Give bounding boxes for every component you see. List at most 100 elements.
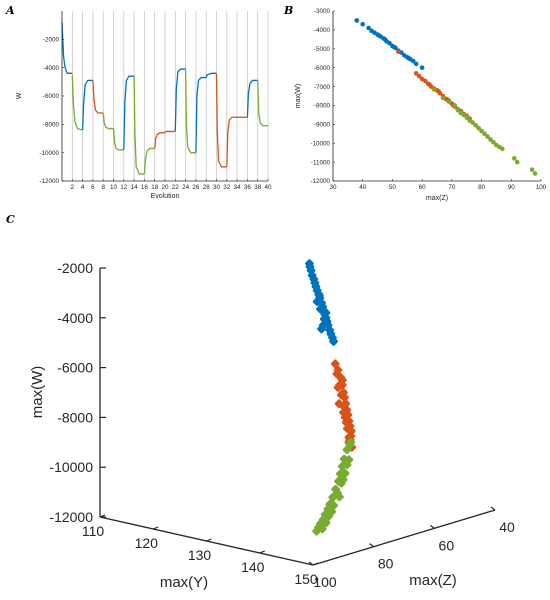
panel-b-y-tick-label: -11000	[311, 159, 331, 166]
panel-a-x-tick-label: 34	[234, 184, 242, 191]
panel-c-z-tick-mark	[308, 561, 314, 566]
panel-b-point-green	[529, 167, 535, 172]
panel-letter-a: A	[5, 4, 15, 17]
panel-b-point-blue	[406, 55, 412, 61]
panel-c-y-tick-label: 120	[135, 535, 159, 551]
panel-a-series-line-green	[257, 80, 268, 127]
panel-a-y-tick-label: -4000	[43, 65, 60, 72]
panel-a-series-line-orange	[164, 130, 176, 134]
panel-c-point-blue	[329, 337, 338, 346]
panel-c-w-tick-label: -6000	[57, 360, 93, 376]
panel-b-point-green	[461, 112, 467, 118]
panel-b-point-green	[491, 139, 496, 145]
panel-c-point-green	[321, 518, 331, 528]
panel-c-point-orange	[336, 390, 346, 400]
panel-c-z-ticks: 40 60 80 100	[308, 506, 515, 590]
panel-c-point-orange	[339, 408, 348, 417]
panel-c-point-orange	[332, 369, 342, 379]
panel-a-series-line-orange	[215, 73, 227, 168]
panel-b-point-green	[511, 156, 517, 161]
panel-a-series-line-blue	[61, 22, 73, 74]
panel-b-y-ticks: -3000 -4000 -5000 -6000 -7000 -8000 -9000 -1000…	[310, 8, 335, 185]
panel-b-point-orange	[416, 73, 422, 79]
panel-b-scatter-chart: 30 40 50 60 70 80 90 100 -3000 -4000 -5000 -6000 -7…	[295, 8, 547, 202]
panel-b-point-blue	[366, 25, 371, 31]
panel-b-point-green	[455, 107, 461, 113]
panel-b-points	[354, 18, 538, 176]
panel-b-point-green	[479, 128, 484, 134]
panel-b-x-tick-label: 100	[536, 184, 547, 191]
panel-a-x-tick-label: 14	[131, 184, 139, 191]
panel-c-y-tick-mark	[312, 562, 319, 566]
panel-a-series-line-green	[112, 128, 124, 151]
panel-a-series-line-blue	[81, 79, 93, 131]
panel-a-series-line-green	[102, 112, 114, 130]
panel-a-x-tick-label: 24	[182, 184, 190, 191]
panel-c-point-green	[317, 524, 327, 534]
panel-b-plot-area	[333, 11, 541, 181]
panel-a-x-tick-label: 8	[101, 184, 105, 191]
panel-c-w-tick-label: -12000	[49, 509, 93, 525]
panel-c-y-tick-mark	[259, 550, 265, 554]
panel-a-series-line-blue	[123, 75, 135, 150]
panel-c-y-tick-label: 150	[294, 571, 318, 587]
panel-c-point-green	[338, 475, 348, 484]
panel-a-x-tick-label: 10	[110, 184, 118, 191]
panel-b-point-blue	[387, 40, 392, 46]
panel-b-point-green	[532, 171, 538, 176]
panel-c-z-tick-label: 80	[378, 556, 394, 572]
panel-a-x-tick-label: 40	[264, 184, 272, 191]
panel-a-y-axis-title: W	[16, 92, 23, 99]
panel-b-point-orange	[422, 78, 428, 84]
panel-b-point-green	[485, 134, 490, 139]
panel-c-point-green	[335, 492, 344, 502]
panel-a-x-tick-label: 16	[141, 184, 149, 191]
panel-b-y-tick-label: -3000	[314, 8, 331, 15]
panel-c-y-tick-mark	[99, 514, 106, 518]
panel-b-point-green	[431, 87, 437, 92]
panel-a-series-line-blue	[205, 72, 217, 78]
panel-b-point-green	[452, 103, 458, 108]
panel-c-w-tick-label: -10000	[49, 459, 93, 475]
panel-b-y-tick-label: -12000	[310, 178, 330, 185]
panel-b-point-blue	[391, 44, 397, 50]
panel-b-point-green	[500, 146, 505, 152]
panel-a-x-tick-label: 18	[151, 184, 159, 191]
panel-a-series-line-green	[143, 147, 155, 174]
panel-b-y-axis-title: max(W)	[295, 84, 302, 109]
panel-b-point-blue	[376, 33, 382, 38]
panel-c-points	[305, 259, 357, 536]
panel-c-w-axis-title: max(W)	[29, 366, 46, 419]
panel-b-point-orange	[436, 88, 441, 94]
panel-a-x-tick-label: 4	[81, 184, 85, 191]
panel-letter-c: C	[6, 213, 15, 226]
panel-a-series-line-green	[133, 76, 145, 175]
panel-b-point-green	[514, 159, 520, 165]
panel-a-x-tick-label: 28	[203, 184, 211, 191]
panel-a-x-axis-title: Evolution	[151, 193, 180, 200]
panel-b-x-tick-label: 60	[419, 184, 427, 191]
panel-c-point-blue	[314, 291, 324, 300]
panel-c-z-tick-label: 100	[313, 574, 337, 590]
panel-b-point-green	[446, 99, 452, 104]
panel-c-z-tick-mark	[369, 543, 375, 548]
panel-c-y-tick-mark	[206, 538, 212, 542]
panel-c-point-blue	[321, 308, 331, 318]
panel-c-3d-scatter-chart: -2000-4000-6000-8000-10000-12000 1101201…	[29, 259, 515, 591]
panel-a-x-tick-label: 38	[254, 184, 262, 191]
panel-a-x-tick-label: 2	[71, 184, 75, 191]
panel-a-x-tick-label: 26	[192, 184, 200, 191]
panel-c-w-tick-label: -8000	[57, 409, 93, 425]
panel-c-z-tick-mark	[429, 524, 435, 529]
panel-a-x-tick-label: 32	[223, 184, 231, 191]
panel-a-x-tick-label: 12	[120, 184, 128, 191]
panel-c-y-ticks: 110 120 130 140 150	[82, 514, 319, 587]
panel-c-point-orange	[343, 424, 352, 433]
panel-b-x-tick-label: 50	[389, 184, 397, 191]
panel-b-point-green	[488, 137, 493, 142]
panel-b-y-tick-label: -4000	[314, 27, 331, 34]
panel-b-x-tick-label: 70	[448, 184, 456, 191]
panel-b-y-tick-label: -8000	[314, 103, 331, 110]
panel-b-point-green	[470, 120, 475, 125]
panel-b-point-blue	[354, 18, 360, 23]
